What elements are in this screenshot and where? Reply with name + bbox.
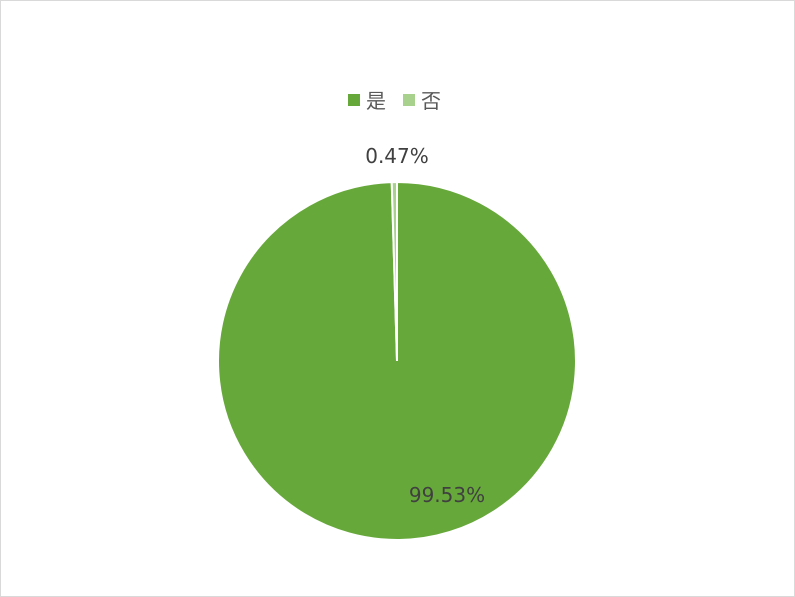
data-labels: 99.53% 0.47%: [365, 144, 485, 507]
pie-slice-2[interactable]: [390, 180, 398, 362]
legend-label: 否: [421, 89, 441, 113]
data-label: 99.53%: [409, 483, 485, 507]
legend: 是否: [348, 89, 441, 113]
legend-item[interactable]: 是: [348, 89, 386, 113]
slices: [217, 180, 577, 541]
legend-swatch: [403, 94, 415, 106]
legend-item[interactable]: 否: [403, 89, 441, 113]
legend-label: 是: [366, 89, 386, 113]
legend-swatch: [348, 94, 360, 106]
data-label: 0.47%: [365, 144, 429, 168]
